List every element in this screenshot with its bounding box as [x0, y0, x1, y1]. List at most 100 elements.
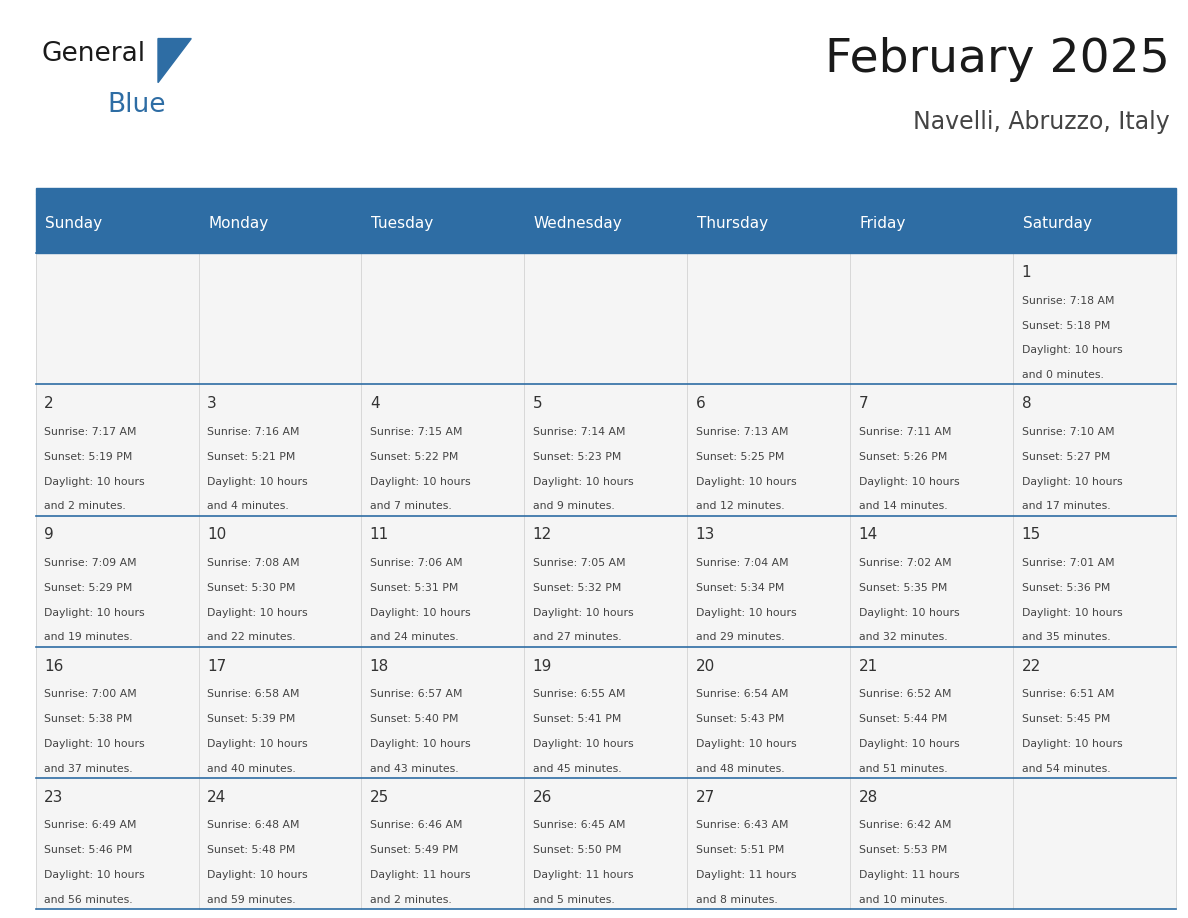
- Text: Sunset: 5:46 PM: Sunset: 5:46 PM: [44, 845, 132, 855]
- Text: Daylight: 10 hours: Daylight: 10 hours: [859, 608, 959, 618]
- Text: Sunset: 5:35 PM: Sunset: 5:35 PM: [859, 583, 947, 593]
- Text: and 40 minutes.: and 40 minutes.: [207, 764, 296, 774]
- Text: Sunset: 5:22 PM: Sunset: 5:22 PM: [369, 452, 459, 462]
- Text: Saturday: Saturday: [1023, 216, 1092, 231]
- Text: Sunset: 5:36 PM: Sunset: 5:36 PM: [1022, 583, 1110, 593]
- Text: Daylight: 10 hours: Daylight: 10 hours: [369, 739, 470, 749]
- Text: Daylight: 10 hours: Daylight: 10 hours: [44, 476, 145, 487]
- Text: Thursday: Thursday: [697, 216, 767, 231]
- Bar: [851, 385, 1013, 516]
- Text: Sunrise: 6:58 AM: Sunrise: 6:58 AM: [207, 688, 299, 699]
- Bar: [1013, 385, 1176, 516]
- Bar: [524, 516, 688, 646]
- Text: Sunset: 5:31 PM: Sunset: 5:31 PM: [369, 583, 459, 593]
- Bar: [1013, 516, 1176, 646]
- Text: Daylight: 10 hours: Daylight: 10 hours: [1022, 476, 1123, 487]
- Text: and 2 minutes.: and 2 minutes.: [369, 895, 451, 904]
- Bar: [688, 385, 851, 516]
- Text: 18: 18: [369, 658, 388, 674]
- Bar: [361, 778, 524, 909]
- Text: Sunrise: 7:16 AM: Sunrise: 7:16 AM: [207, 427, 299, 437]
- Text: Wednesday: Wednesday: [533, 216, 623, 231]
- Text: Sunset: 5:27 PM: Sunset: 5:27 PM: [1022, 452, 1110, 462]
- Text: Sunset: 5:44 PM: Sunset: 5:44 PM: [859, 714, 947, 723]
- Bar: [851, 516, 1013, 646]
- Text: 20: 20: [696, 658, 715, 674]
- Text: Sunrise: 7:10 AM: Sunrise: 7:10 AM: [1022, 427, 1114, 437]
- Text: Sunset: 5:49 PM: Sunset: 5:49 PM: [369, 845, 459, 855]
- Text: Sunrise: 7:05 AM: Sunrise: 7:05 AM: [532, 558, 625, 567]
- Text: and 35 minutes.: and 35 minutes.: [1022, 633, 1110, 643]
- Bar: [36, 385, 198, 516]
- Text: 23: 23: [44, 789, 63, 805]
- Text: Sunset: 5:50 PM: Sunset: 5:50 PM: [532, 845, 621, 855]
- Text: 11: 11: [369, 528, 388, 543]
- Text: Daylight: 10 hours: Daylight: 10 hours: [696, 739, 796, 749]
- Text: Sunset: 5:32 PM: Sunset: 5:32 PM: [532, 583, 621, 593]
- Bar: [361, 253, 524, 385]
- Text: 10: 10: [207, 528, 226, 543]
- Text: Sunset: 5:39 PM: Sunset: 5:39 PM: [207, 714, 296, 723]
- Text: 19: 19: [532, 658, 552, 674]
- Text: Tuesday: Tuesday: [371, 216, 434, 231]
- Text: 26: 26: [532, 789, 552, 805]
- Text: 5: 5: [532, 397, 543, 411]
- Text: and 10 minutes.: and 10 minutes.: [859, 895, 947, 904]
- Text: Sunrise: 6:49 AM: Sunrise: 6:49 AM: [44, 820, 137, 830]
- Text: Blue: Blue: [107, 92, 165, 118]
- Bar: [361, 385, 524, 516]
- Text: 12: 12: [532, 528, 552, 543]
- Text: Daylight: 10 hours: Daylight: 10 hours: [859, 739, 959, 749]
- Text: 21: 21: [859, 658, 878, 674]
- Text: Sunrise: 7:06 AM: Sunrise: 7:06 AM: [369, 558, 462, 567]
- Bar: [524, 646, 688, 778]
- Bar: [524, 778, 688, 909]
- Text: and 19 minutes.: and 19 minutes.: [44, 633, 133, 643]
- Bar: [198, 253, 361, 385]
- Bar: [361, 646, 524, 778]
- Bar: [36, 188, 1176, 194]
- Text: 3: 3: [207, 397, 216, 411]
- Text: Sunrise: 7:13 AM: Sunrise: 7:13 AM: [696, 427, 788, 437]
- Text: 17: 17: [207, 658, 226, 674]
- Text: Sunset: 5:23 PM: Sunset: 5:23 PM: [532, 452, 621, 462]
- Text: and 51 minutes.: and 51 minutes.: [859, 764, 947, 774]
- Text: Daylight: 10 hours: Daylight: 10 hours: [44, 739, 145, 749]
- Text: 14: 14: [859, 528, 878, 543]
- Text: Daylight: 11 hours: Daylight: 11 hours: [696, 869, 796, 879]
- Text: 13: 13: [696, 528, 715, 543]
- Polygon shape: [158, 39, 191, 83]
- Text: Sunrise: 7:17 AM: Sunrise: 7:17 AM: [44, 427, 137, 437]
- Text: and 32 minutes.: and 32 minutes.: [859, 633, 947, 643]
- Text: 25: 25: [369, 789, 388, 805]
- Text: Daylight: 10 hours: Daylight: 10 hours: [207, 739, 308, 749]
- Text: Daylight: 10 hours: Daylight: 10 hours: [1022, 739, 1123, 749]
- Text: 7: 7: [859, 397, 868, 411]
- Text: and 4 minutes.: and 4 minutes.: [207, 501, 289, 511]
- Text: Sunrise: 6:55 AM: Sunrise: 6:55 AM: [532, 688, 625, 699]
- Text: Sunset: 5:51 PM: Sunset: 5:51 PM: [696, 845, 784, 855]
- Text: Sunrise: 6:48 AM: Sunrise: 6:48 AM: [207, 820, 299, 830]
- Text: and 37 minutes.: and 37 minutes.: [44, 764, 133, 774]
- Text: 9: 9: [44, 528, 53, 543]
- Text: Sunrise: 7:04 AM: Sunrise: 7:04 AM: [696, 558, 789, 567]
- Text: Sunrise: 6:45 AM: Sunrise: 6:45 AM: [532, 820, 625, 830]
- Text: Daylight: 11 hours: Daylight: 11 hours: [532, 869, 633, 879]
- Bar: [524, 253, 688, 385]
- Text: Navelli, Abruzzo, Italy: Navelli, Abruzzo, Italy: [914, 110, 1170, 134]
- Text: 27: 27: [696, 789, 715, 805]
- Text: Sunset: 5:19 PM: Sunset: 5:19 PM: [44, 452, 132, 462]
- Bar: [524, 385, 688, 516]
- Text: Sunrise: 7:08 AM: Sunrise: 7:08 AM: [207, 558, 299, 567]
- Bar: [198, 778, 361, 909]
- Text: Sunset: 5:53 PM: Sunset: 5:53 PM: [859, 845, 947, 855]
- Bar: [36, 194, 1176, 253]
- Text: Daylight: 10 hours: Daylight: 10 hours: [207, 476, 308, 487]
- Text: Daylight: 10 hours: Daylight: 10 hours: [532, 476, 633, 487]
- Bar: [851, 778, 1013, 909]
- Text: 2: 2: [44, 397, 53, 411]
- Text: Daylight: 10 hours: Daylight: 10 hours: [859, 476, 959, 487]
- Bar: [1013, 253, 1176, 385]
- Text: Sunset: 5:21 PM: Sunset: 5:21 PM: [207, 452, 296, 462]
- Text: Sunset: 5:29 PM: Sunset: 5:29 PM: [44, 583, 132, 593]
